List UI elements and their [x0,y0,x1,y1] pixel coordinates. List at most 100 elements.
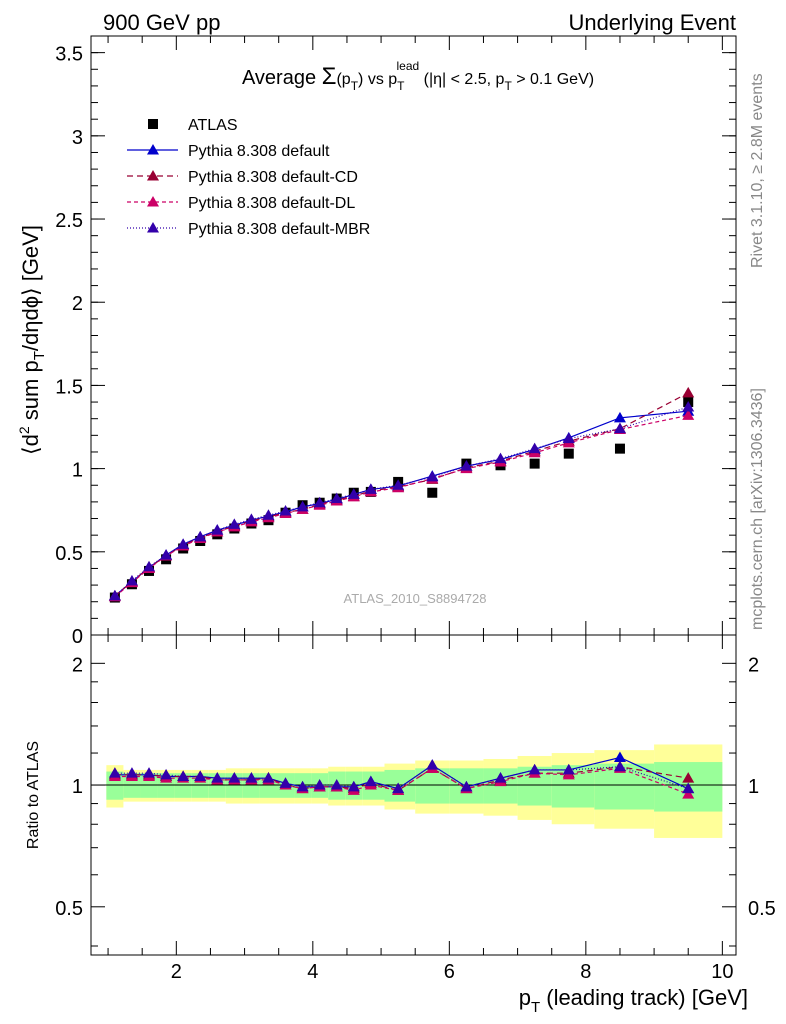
ratio-y-tick-label: 1 [72,776,83,798]
main-y-tick-label: 1 [72,460,83,482]
data-point [228,518,241,529]
ratio-series [108,751,695,799]
legend-item: Pythia 8.308 default [127,143,330,160]
ratio-y-tick-label-right: 2 [748,654,759,676]
x-tick-label: 4 [307,961,318,983]
data-point [125,574,138,586]
legend: ATLAS Pythia 8.308 default Pythia 8.308 de… [127,117,370,238]
ratio-point [228,772,241,783]
data-point [562,432,575,444]
ratio-point [613,751,626,762]
legend-marker [147,144,159,155]
data-point [494,452,507,464]
side-label-mcplots: mcplots.cern.ch [arXiv:1306.3436] [749,388,766,630]
ratio-y-tick-label: 0.5 [55,898,83,920]
legend-marker [147,196,159,207]
header-left: 900 GeV pp [103,10,220,35]
ratio-point [160,768,173,780]
main-y-tick-label: 2 [72,293,83,315]
data-point [143,560,156,572]
ratio-plot-frame [90,634,737,956]
ratio-point [494,772,507,783]
data-point [347,488,360,499]
x-tick-label: 2 [171,961,182,983]
ratio-point [562,763,575,775]
main-y-tick-label: 1.5 [55,376,83,398]
ratio-y-tick-label-right: 0.5 [748,898,776,920]
x-tick-label: 8 [580,961,591,983]
ratio-point [296,780,309,792]
series-line [114,392,689,597]
data-point [682,386,695,398]
x-tick-label: 6 [444,961,455,983]
ratio-point [245,772,258,783]
data-point [426,470,439,482]
data-point [364,483,377,494]
data-point [211,524,224,535]
ratio-point [108,767,121,778]
data-point [177,538,190,549]
legend-label: Pythia 8.308 default-DL [188,195,355,212]
ratio-point [613,760,626,772]
ratio-point [211,772,224,783]
main-y-tick-label: 2.5 [55,210,83,232]
data-point [427,487,438,498]
ratio-point [177,770,190,781]
ratio-point [682,772,695,783]
data-point [563,448,574,459]
ratio-y-tick-label: 2 [72,654,83,676]
legend-item: Pythia 8.308 default-DL [127,195,355,212]
series-2 [108,386,695,601]
y-axis-label: ⟨d2 sum pT/dηdϕ⟩ [GeV] [16,225,48,455]
data-point [682,401,695,412]
series-line [114,414,689,598]
legend-marker [148,119,158,129]
series-1 [108,405,695,601]
ratio-band-inner-bin [415,768,450,804]
data-point [614,443,625,454]
ratio-point [279,777,292,788]
data-point [194,530,207,542]
data-point [279,505,292,516]
legend-item: ATLAS [148,117,238,134]
chart-title: Average Σ(pT) vs pTlead (|η| < 2.5, pT >… [242,59,594,93]
ratio-point [313,779,326,790]
legend-marker [147,170,159,181]
ratio-point [426,759,439,770]
data-point [296,500,309,512]
ratio-point [364,775,377,787]
data-point [613,422,626,434]
axes: 0 0.5 1 1.5 2 2.5 3 3.5 2 4 6 8 10 0.5 0.5 1 1 2 2 [55,35,776,983]
data-point [313,496,326,508]
ratio-point [194,770,207,781]
data-point [262,509,275,520]
legend-label: Pythia 8.308 default-CD [188,169,358,186]
ratio-point [392,782,405,794]
data-point [529,458,540,469]
main-y-tick-label: 0.5 [55,543,83,565]
x-tick-label: 10 [711,961,733,983]
ratio-y-tick-label-right: 1 [748,776,759,798]
ratio-point [330,779,343,790]
ratio-point [460,780,473,792]
series-line [114,406,689,597]
ratio-point [262,772,275,783]
main-y-tick-label: 0 [72,626,83,648]
analysis-watermark: ATLAS_2010_S8894728 [344,591,487,606]
series-3 [108,409,695,602]
ratio-point [125,767,138,778]
legend-label: Pythia 8.308 default [188,143,330,160]
data-point [245,513,258,524]
ratio-uncertainty-bands [106,744,723,838]
series-4 [108,401,695,601]
data-point [528,442,541,454]
x-axis-label: pT (leading track) [GeV] [519,985,748,1016]
data-point [613,411,626,423]
ratio-point [682,788,695,799]
legend-item: Pythia 8.308 default-MBR [127,221,370,238]
ratio-point [347,780,360,792]
ratio-y-axis-label: Ratio to ATLAS [25,741,42,849]
series-line [114,410,689,597]
legend-label: ATLAS [188,117,238,134]
data-point [392,479,405,490]
